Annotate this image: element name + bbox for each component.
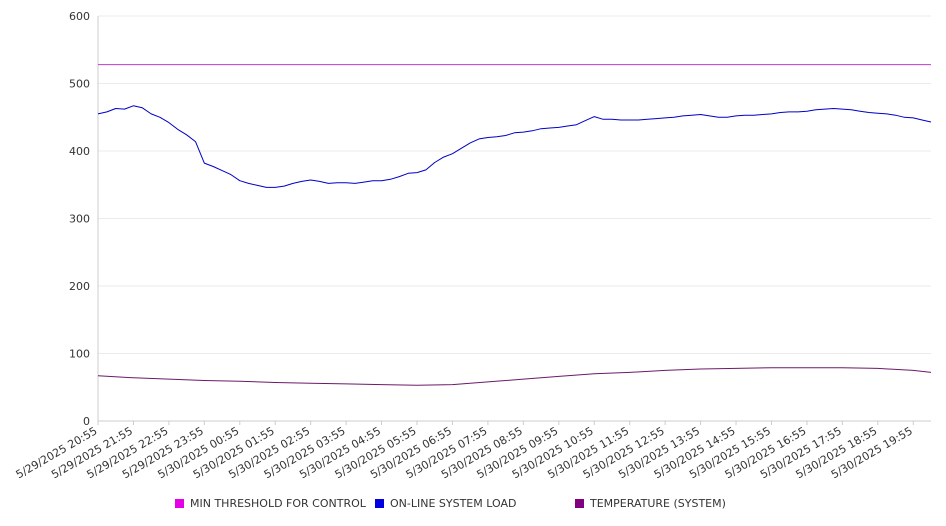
series-lines — [97, 64, 932, 386]
legend-swatch-system-load — [375, 499, 384, 508]
series-line-temperature-system — [97, 367, 932, 386]
y-tick-label: 500 — [69, 78, 90, 91]
series-line-on-line-system-load — [97, 105, 932, 188]
y-tick-label: 0 — [83, 415, 90, 428]
legend-label-temperature: TEMPERATURE (SYSTEM) — [590, 497, 726, 510]
x-axis-tick-labels: 5/29/2025 20:555/29/2025 21:555/29/2025 … — [14, 421, 915, 481]
legend-swatch-temperature — [575, 499, 584, 508]
legend-item-min-threshold: MIN THRESHOLD FOR CONTROL — [175, 497, 366, 510]
legend-item-system-load: ON-LINE SYSTEM LOAD — [375, 497, 516, 510]
y-tick-label: 600 — [69, 10, 90, 23]
y-tick-label: 400 — [69, 145, 90, 158]
legend-label-min-threshold: MIN THRESHOLD FOR CONTROL — [190, 497, 366, 510]
legend-swatch-min-threshold — [175, 499, 184, 508]
legend: MIN THRESHOLD FOR CONTROL ON-LINE SYSTEM… — [0, 497, 946, 515]
y-tick-label: 300 — [69, 213, 90, 226]
y-tick-label: 100 — [69, 348, 90, 361]
y-tick-label: 200 — [69, 280, 90, 293]
legend-item-temperature: TEMPERATURE (SYSTEM) — [575, 497, 726, 510]
legend-label-system-load: ON-LINE SYSTEM LOAD — [390, 497, 517, 510]
gridlines — [98, 15, 931, 354]
y-axis-tick-labels: 0 100 200 300 400 500 600 — [69, 10, 90, 428]
